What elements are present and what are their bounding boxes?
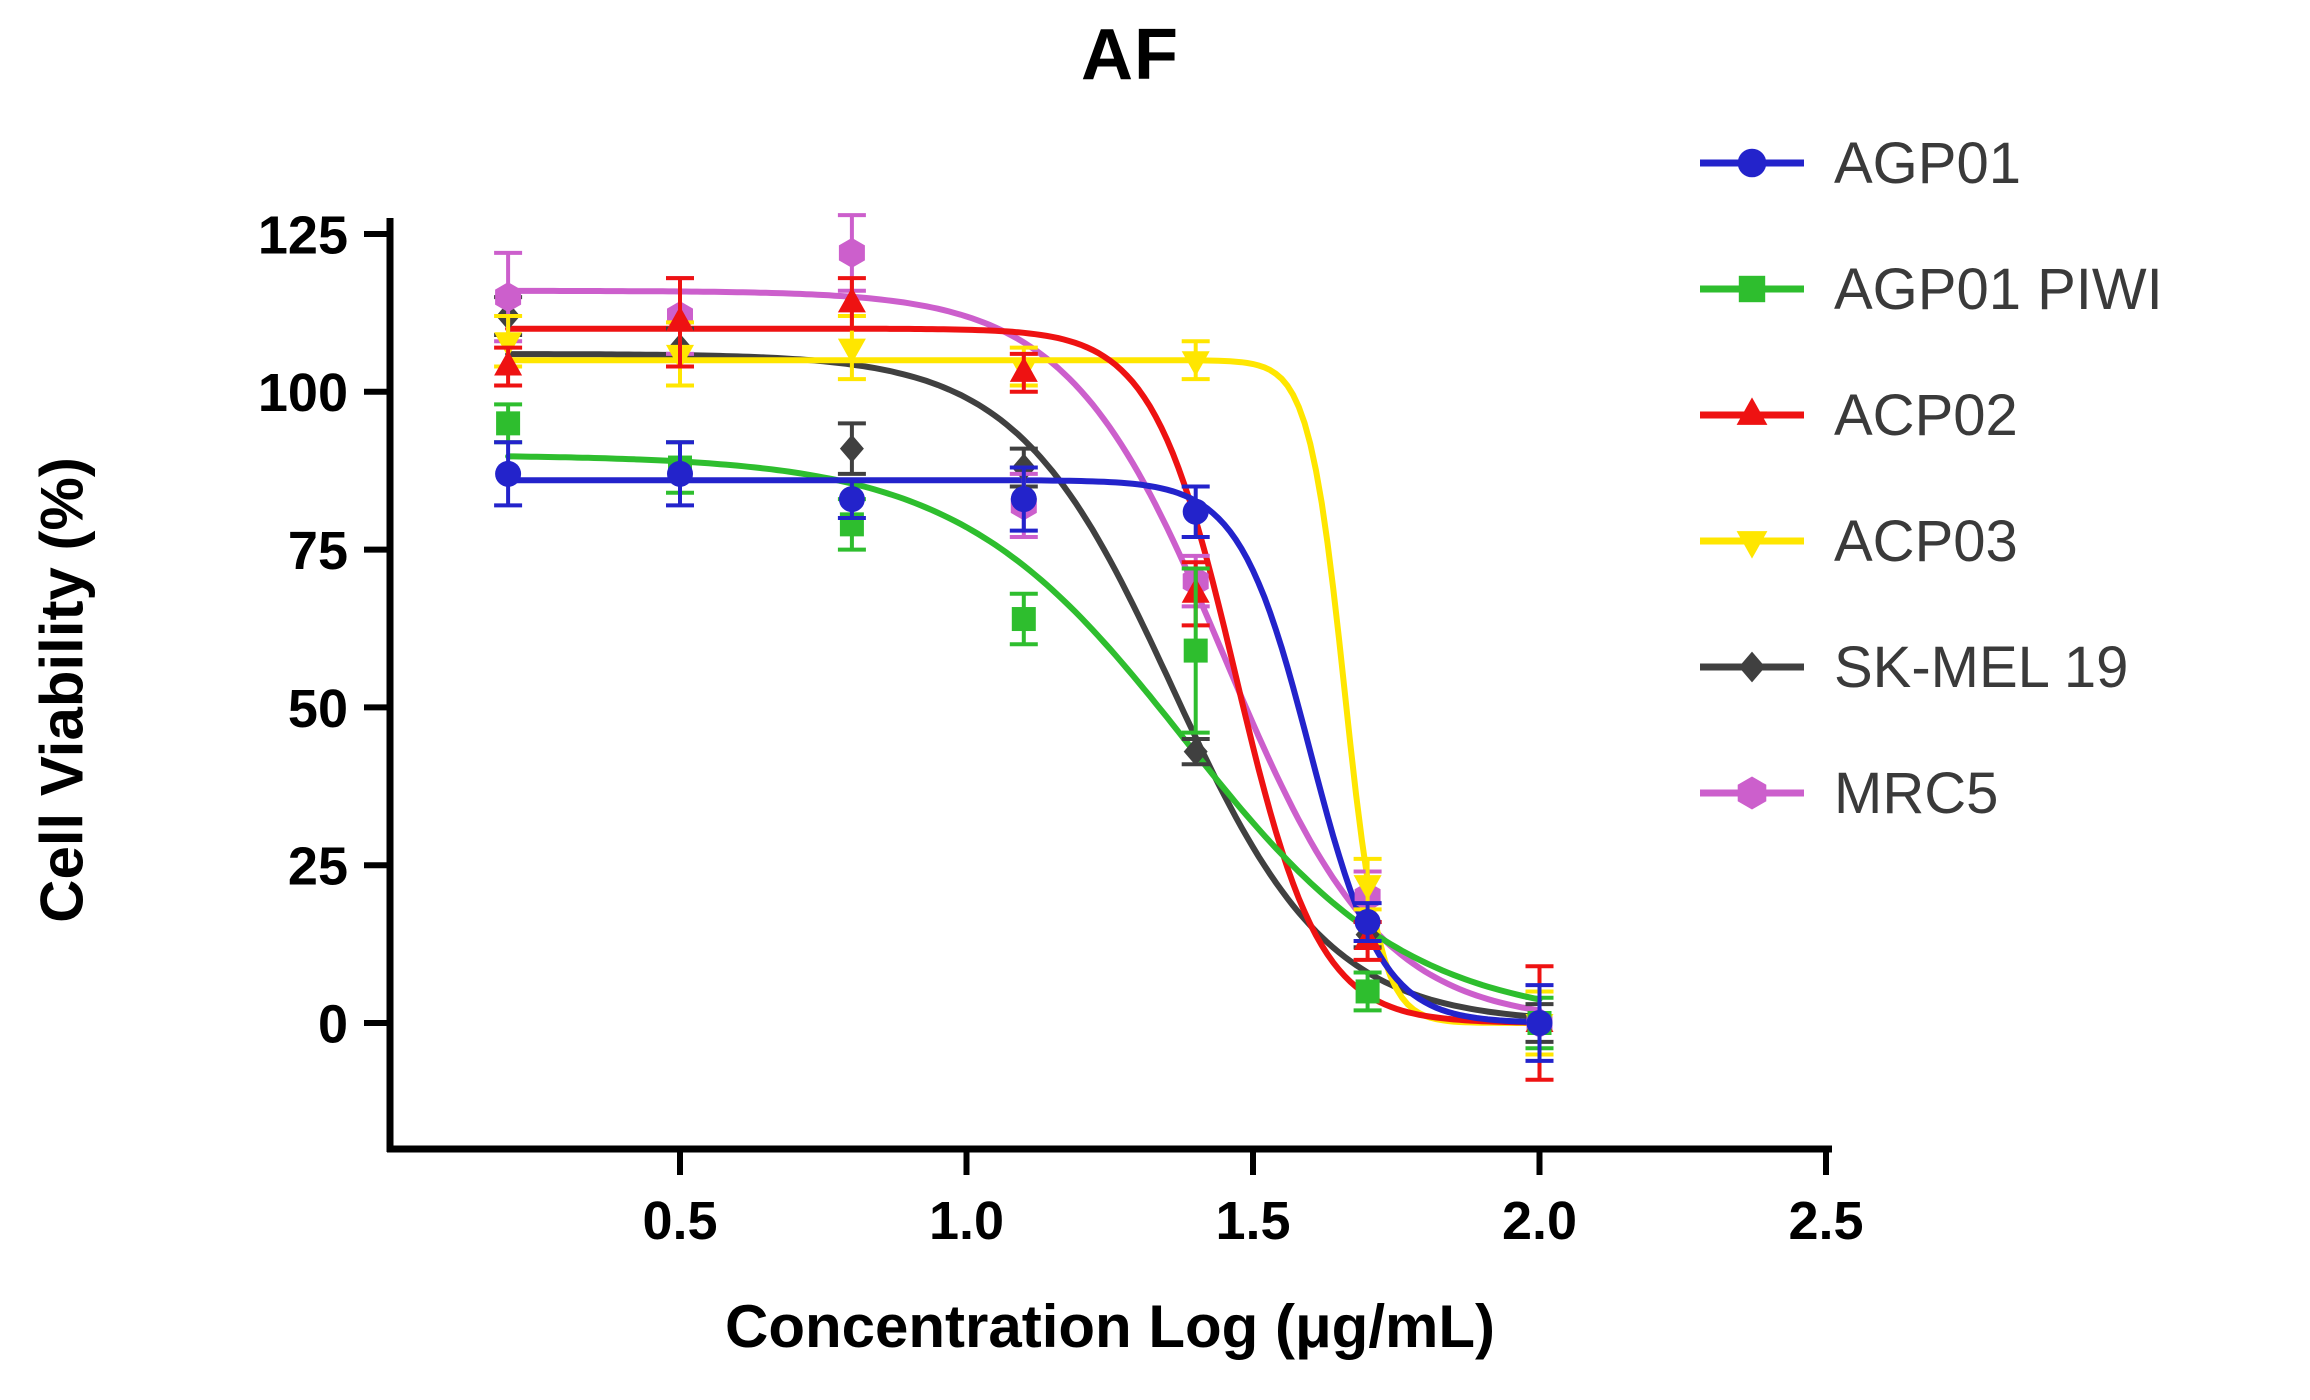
series-curve-mrc5 (505, 287, 1543, 1014)
chart-title: AF (1081, 15, 1179, 95)
legend-label-agp01: AGP01 (1834, 130, 2021, 196)
x-tick-label: 1.0 (929, 1191, 1004, 1251)
x-tick-label: 2.5 (1788, 1191, 1863, 1251)
axes (386, 218, 1832, 1153)
y-axis-label: Cell Viability (%) (28, 457, 96, 923)
x-tick-label: 1.5 (1215, 1191, 1290, 1251)
legend-item-acp03: ACP03 (1700, 478, 2163, 604)
x-tick-label: 2.0 (1502, 1191, 1577, 1251)
series-points-sk-mel-19 (494, 295, 1554, 1044)
legend-marker-agp01 (1700, 148, 1804, 178)
legend-label-agp01-piwi: AGP01 PIWI (1834, 256, 2163, 322)
legend-item-mrc5: MRC5 (1700, 730, 2163, 856)
x-axis-ticks: 0.5 1.0 1.5 2.0 2.5 (642, 1149, 1864, 1251)
legend: AGP01 AGP01 PIWI ACP02 ACP03 SK-MEL 19 MRC5 (1700, 100, 2163, 856)
x-axis-label: Concentration Log (μg/mL) (725, 1293, 1495, 1360)
legend-item-agp01-piwi: AGP01 PIWI (1700, 226, 2163, 352)
legend-marker-mrc5 (1700, 776, 1804, 810)
y-axis-ticks: 0 25 50 75 100 125 (258, 205, 390, 1054)
legend-item-sk-mel-19: SK-MEL 19 (1700, 604, 2163, 730)
legend-item-acp02: ACP02 (1700, 352, 2163, 478)
y-tick-label: 50 (288, 679, 348, 739)
legend-marker-acp02 (1700, 397, 1804, 425)
y-tick-label: 75 (288, 521, 348, 581)
legend-item-agp01: AGP01 (1700, 100, 2163, 226)
series-points-agp01 (494, 440, 1554, 1063)
legend-label-acp03: ACP03 (1834, 508, 2018, 574)
y-tick-label: 125 (258, 205, 348, 265)
legend-label-sk-mel-19: SK-MEL 19 (1834, 634, 2129, 700)
series-curve-acp02 (505, 325, 1543, 1026)
y-tick-label: 0 (318, 994, 348, 1054)
legend-label-acp02: ACP02 (1834, 382, 2018, 448)
legend-marker-agp01-piwi (1700, 275, 1804, 303)
legend-label-mrc5: MRC5 (1834, 760, 1999, 826)
y-tick-label: 100 (258, 363, 348, 423)
x-tick-label: 0.5 (642, 1191, 717, 1251)
y-tick-label: 25 (288, 837, 348, 897)
legend-marker-sk-mel-19 (1700, 651, 1804, 683)
series-points-acp02 (494, 276, 1554, 1082)
legend-marker-acp03 (1700, 531, 1804, 559)
